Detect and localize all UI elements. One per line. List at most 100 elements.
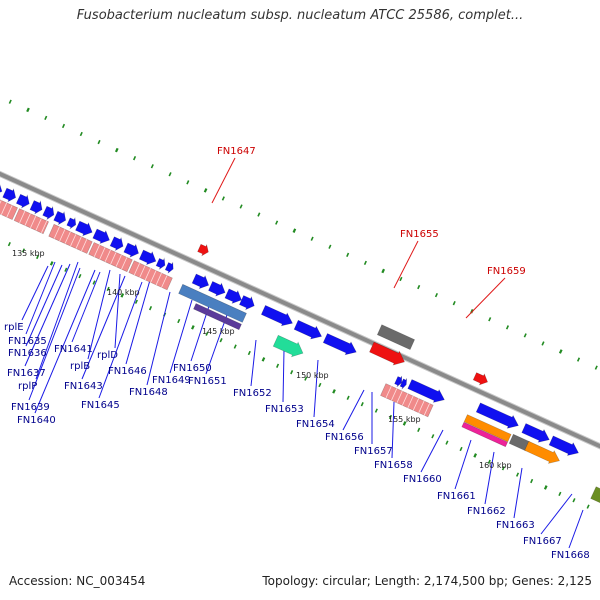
gene-feature bbox=[178, 283, 247, 323]
gene-feature bbox=[42, 205, 55, 221]
gene-label: FN1636 bbox=[8, 348, 47, 359]
gene-label: FN1650 bbox=[173, 363, 212, 374]
gene-stripe bbox=[139, 265, 146, 278]
gene-label: FN1647 bbox=[217, 146, 256, 157]
gene-feature bbox=[521, 423, 550, 443]
gene-feature bbox=[380, 383, 434, 418]
gene-feature bbox=[369, 341, 405, 366]
leader-line bbox=[420, 429, 444, 473]
gene-feature bbox=[407, 379, 445, 403]
inner-tick-mark bbox=[36, 254, 40, 260]
map-title: Fusobacterium nucleatum subsp. nucleatum… bbox=[76, 8, 524, 23]
scale-labels-group: 135 kbp 140 kbp 145 kbp 150 kbp 155 kbp 160 k… bbox=[12, 249, 512, 470]
inner-tick-mark bbox=[106, 286, 110, 292]
leader-line bbox=[169, 299, 193, 374]
gene-feature bbox=[461, 421, 508, 448]
outer-tick-mark bbox=[399, 276, 403, 282]
inner-tick-mark bbox=[64, 267, 68, 272]
outer-tick-mark bbox=[310, 236, 314, 241]
gene-stripe bbox=[104, 249, 111, 262]
gene-stripe bbox=[53, 226, 60, 239]
gene-feature bbox=[463, 414, 512, 443]
outer-tick-mark bbox=[221, 196, 225, 201]
gene-stripe bbox=[412, 398, 420, 411]
leader-line bbox=[568, 509, 584, 549]
leader-line bbox=[391, 401, 395, 459]
gene-stripe bbox=[19, 210, 26, 224]
gene-feature bbox=[88, 242, 133, 273]
gene-stripe bbox=[59, 229, 66, 242]
genome-backbone bbox=[0, 171, 600, 449]
outer-tick-mark bbox=[541, 341, 545, 346]
gene-label: FN1652 bbox=[233, 388, 272, 399]
gene-label: FN1662 bbox=[467, 506, 506, 517]
genes-group bbox=[0, 183, 600, 504]
leader-line bbox=[25, 264, 63, 347]
gene-feature bbox=[376, 324, 415, 350]
gene-feature bbox=[155, 257, 166, 271]
outer-tick-mark bbox=[488, 317, 492, 322]
gene-feature bbox=[524, 440, 560, 464]
gene-feature bbox=[260, 305, 293, 327]
inner-tick-mark bbox=[276, 363, 280, 368]
gene-feature bbox=[272, 334, 304, 358]
outer-tick-mark bbox=[417, 284, 421, 290]
gene-label: FN1656 bbox=[325, 432, 364, 443]
gene-label: rplD bbox=[97, 350, 118, 361]
leader-line bbox=[71, 271, 101, 343]
inner-tick-mark bbox=[205, 331, 209, 336]
outer-tick-mark bbox=[292, 228, 297, 233]
leader-line bbox=[35, 261, 79, 380]
outer-tick-mark bbox=[257, 212, 261, 217]
outer-tick-mark bbox=[26, 107, 30, 113]
gene-stripe bbox=[385, 385, 392, 399]
inner-tick-mark bbox=[120, 293, 125, 298]
inner-tick-mark bbox=[417, 427, 421, 432]
outer-tick-mark bbox=[133, 156, 137, 161]
gene-label: FN1649 bbox=[152, 375, 191, 386]
inner-tick-mark bbox=[445, 440, 449, 445]
inner-tick-mark bbox=[501, 466, 505, 471]
inner-tick-mark bbox=[402, 421, 407, 426]
gene-stripe bbox=[70, 234, 77, 247]
gene-stripe bbox=[110, 252, 117, 265]
gene-label: rplE bbox=[4, 322, 24, 333]
gene-label: FN1635 bbox=[8, 336, 47, 347]
gene-stripe bbox=[0, 200, 2, 205]
inner-tick-mark bbox=[530, 478, 534, 484]
outer-tick-mark bbox=[8, 99, 12, 104]
gene-feature bbox=[197, 243, 209, 257]
inner-tick-mark bbox=[134, 299, 138, 304]
outer-tick-mark bbox=[114, 147, 119, 153]
gene-label: FN1655 bbox=[400, 229, 439, 240]
scale-label: 150 kbp bbox=[296, 371, 329, 380]
outer-tick-mark bbox=[328, 244, 332, 249]
gene-feature bbox=[208, 281, 226, 297]
outer-tick-mark bbox=[346, 252, 350, 257]
gene-stripe bbox=[401, 393, 409, 406]
gene-stripe bbox=[115, 254, 122, 267]
outer-tick-mark bbox=[168, 172, 172, 177]
outer-tick-mark bbox=[523, 333, 527, 338]
gene-label: FN1646 bbox=[108, 366, 147, 377]
gene-stripe bbox=[93, 244, 100, 257]
gene-stripe bbox=[35, 218, 42, 231]
gene-stripe bbox=[75, 236, 82, 249]
leader-line bbox=[282, 349, 285, 403]
outer-tick-mark bbox=[381, 268, 386, 274]
inner-tick-mark bbox=[78, 273, 82, 279]
leader-line bbox=[513, 467, 523, 519]
gene-feature bbox=[548, 435, 579, 456]
gene-feature bbox=[475, 402, 519, 429]
inner-tick-mark bbox=[247, 350, 251, 356]
gene-label: FN1668 bbox=[551, 550, 590, 561]
gene-feature bbox=[0, 183, 3, 193]
gene-stripe bbox=[391, 388, 398, 401]
gene-stripe bbox=[144, 267, 151, 281]
inner-tick-mark bbox=[459, 446, 463, 452]
leader-line bbox=[454, 439, 472, 490]
gene-label: FN1651 bbox=[188, 376, 227, 387]
inner-tick-mark bbox=[233, 344, 237, 349]
outer-tick-mark bbox=[79, 131, 83, 137]
